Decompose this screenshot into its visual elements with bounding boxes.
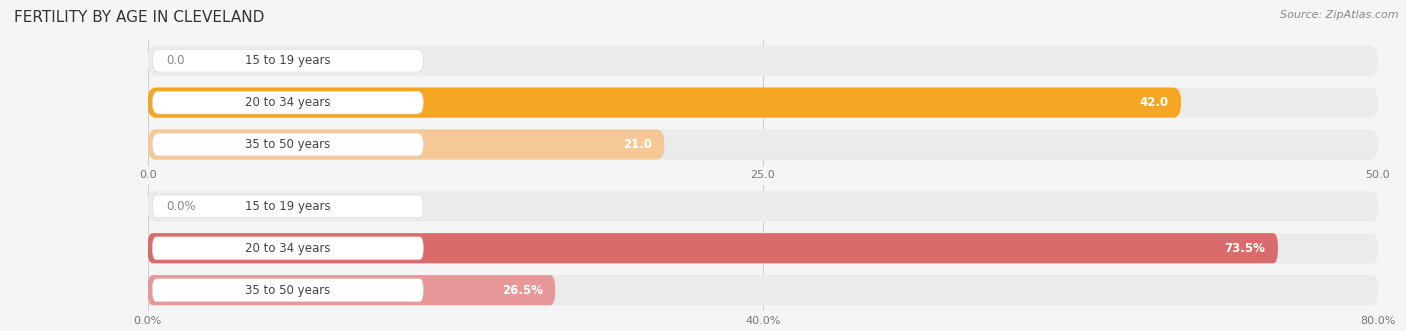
- Text: FERTILITY BY AGE IN CLEVELAND: FERTILITY BY AGE IN CLEVELAND: [14, 10, 264, 25]
- FancyBboxPatch shape: [148, 275, 555, 305]
- Text: 26.5%: 26.5%: [502, 284, 543, 297]
- FancyBboxPatch shape: [148, 87, 1378, 118]
- FancyBboxPatch shape: [148, 46, 1378, 76]
- Text: 73.5%: 73.5%: [1225, 242, 1265, 255]
- Text: Source: ZipAtlas.com: Source: ZipAtlas.com: [1281, 10, 1399, 20]
- Text: 35 to 50 years: 35 to 50 years: [245, 284, 330, 297]
- FancyBboxPatch shape: [148, 129, 1378, 160]
- Text: 20 to 34 years: 20 to 34 years: [245, 96, 330, 109]
- FancyBboxPatch shape: [148, 233, 1278, 263]
- FancyBboxPatch shape: [152, 237, 423, 260]
- FancyBboxPatch shape: [148, 275, 1378, 305]
- Text: 21.0: 21.0: [623, 138, 652, 151]
- FancyBboxPatch shape: [148, 129, 665, 160]
- FancyBboxPatch shape: [148, 87, 1181, 118]
- Text: 0.0: 0.0: [166, 54, 184, 67]
- Text: 20 to 34 years: 20 to 34 years: [245, 242, 330, 255]
- Text: 42.0: 42.0: [1140, 96, 1168, 109]
- Text: 35 to 50 years: 35 to 50 years: [245, 138, 330, 151]
- FancyBboxPatch shape: [152, 195, 423, 218]
- FancyBboxPatch shape: [148, 191, 1378, 221]
- FancyBboxPatch shape: [152, 49, 423, 72]
- FancyBboxPatch shape: [152, 91, 423, 114]
- Text: 15 to 19 years: 15 to 19 years: [245, 54, 330, 67]
- FancyBboxPatch shape: [148, 233, 1378, 263]
- FancyBboxPatch shape: [152, 279, 423, 302]
- Text: 0.0%: 0.0%: [166, 200, 195, 213]
- FancyBboxPatch shape: [152, 133, 423, 156]
- Text: 15 to 19 years: 15 to 19 years: [245, 200, 330, 213]
